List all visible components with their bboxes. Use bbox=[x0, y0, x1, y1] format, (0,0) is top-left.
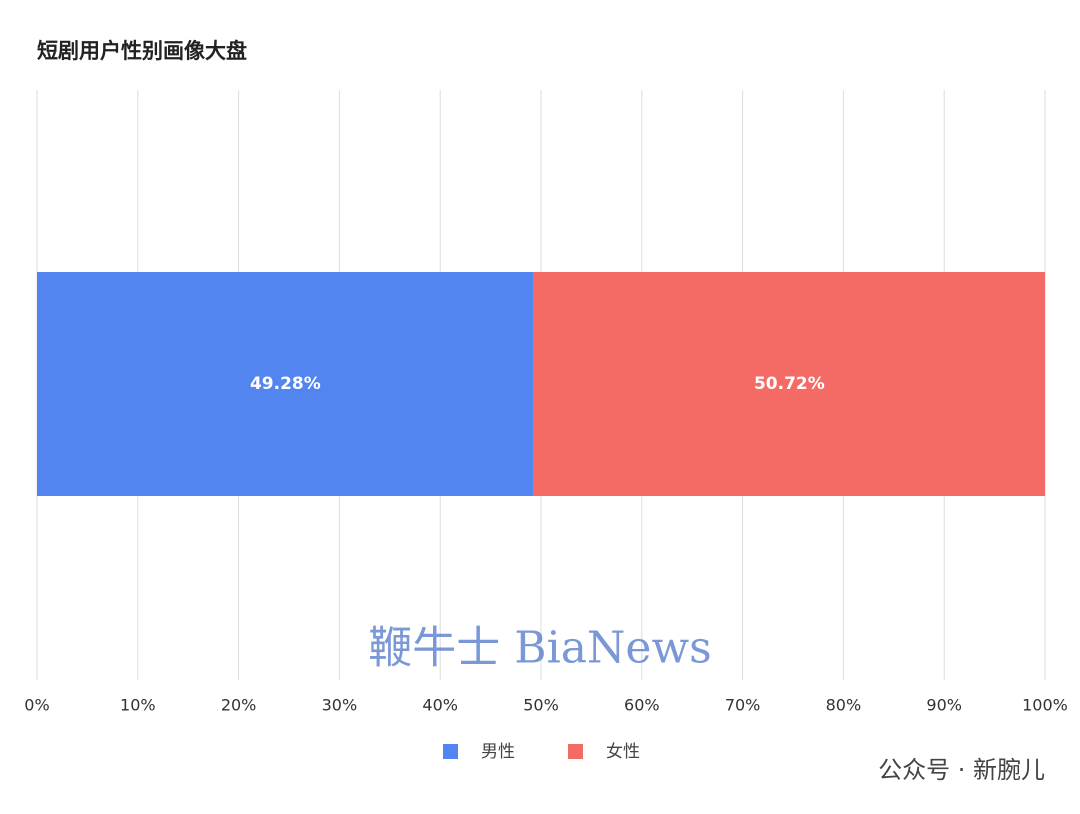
x-tick-label: 10% bbox=[120, 696, 156, 715]
x-tick-label: 0% bbox=[24, 696, 49, 715]
x-tick-label: 30% bbox=[322, 696, 358, 715]
legend-label: 女性 bbox=[606, 742, 640, 762]
bar-segment bbox=[37, 272, 534, 496]
chart-title: 短剧用户性别画像大盘 bbox=[37, 39, 247, 63]
x-tick-label: 40% bbox=[422, 696, 458, 715]
x-tick-label: 70% bbox=[725, 696, 761, 715]
watermark: 鞭牛士 BiaNews bbox=[368, 623, 711, 674]
x-tick-label: 50% bbox=[523, 696, 559, 715]
source-note: 公众号 · 新腕儿 bbox=[878, 756, 1045, 784]
value-label: 49.28% bbox=[250, 374, 321, 394]
x-tick-label: 60% bbox=[624, 696, 660, 715]
x-tick-label: 20% bbox=[221, 696, 257, 715]
x-tick-label: 90% bbox=[926, 696, 962, 715]
legend-swatch bbox=[443, 744, 458, 759]
x-tick-label: 80% bbox=[826, 696, 862, 715]
value-label: 50.72% bbox=[754, 374, 825, 394]
legend-label: 男性 bbox=[481, 742, 515, 762]
bar-segment bbox=[533, 272, 1045, 496]
x-tick-label: 100% bbox=[1022, 696, 1068, 715]
legend-swatch bbox=[568, 744, 583, 759]
